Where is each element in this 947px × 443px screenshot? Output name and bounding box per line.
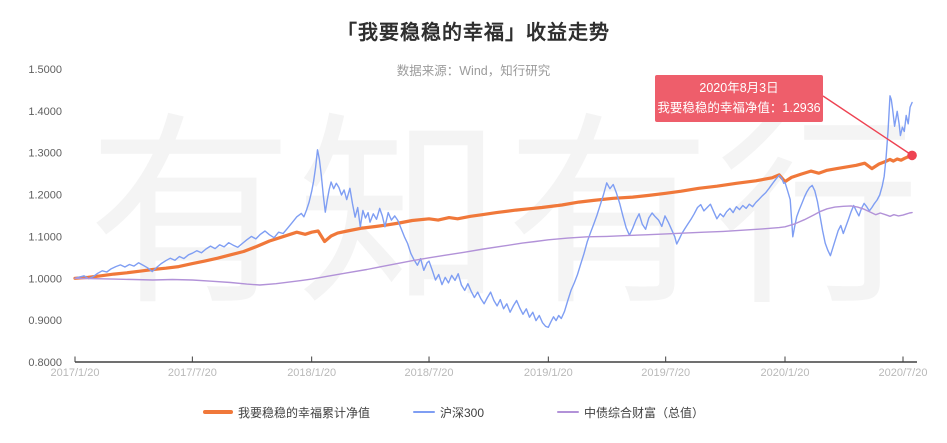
- legend-swatch-fund: [203, 410, 233, 414]
- data-source-subtitle: 数据来源：Wind，知行研究: [396, 64, 551, 78]
- legend-item-fund[interactable]: 我要稳稳的幸福累计净值: [203, 401, 370, 423]
- x-tick-label: 2019/7/20: [641, 367, 690, 379]
- legend-item-csi300[interactable]: 沪深300: [413, 401, 484, 423]
- x-tick-label: 2020/1/20: [761, 367, 810, 379]
- y-tick-label: 1.3000: [28, 148, 62, 160]
- y-tick-label: 1.5000: [28, 64, 62, 76]
- legend-swatch-csi300: [413, 411, 435, 413]
- y-tick-label: 1.0000: [28, 273, 62, 285]
- y-tick-label: 1.2000: [28, 190, 62, 202]
- legend-label-csi300: 沪深300: [440, 405, 485, 420]
- csi300-line: [74, 95, 913, 328]
- bond-index-line: [74, 205, 913, 286]
- tooltip-value: 1.2936: [782, 100, 821, 115]
- x-tick-label: 2018/1/20: [287, 367, 336, 379]
- x-tick-label: 2020/7/20: [879, 367, 928, 379]
- legend-swatch-bond-index: [557, 411, 579, 413]
- fund-nav-line: [73, 153, 914, 280]
- x-tick-label: 2017/1/20: [51, 367, 100, 379]
- chart-title: 「我要稳稳的幸福」收益走势: [337, 22, 610, 44]
- tooltip-date: 2020年8月3日: [699, 81, 779, 96]
- x-tick-label: 2017/7/20: [168, 367, 217, 379]
- marker-dot[interactable]: [907, 150, 917, 161]
- tooltip-leader-line: [822, 95, 913, 156]
- legend-item-bond-index[interactable]: 中债综合财富（总值）: [557, 401, 704, 423]
- marker-tooltip: 2020年8月3日 我要稳稳的幸福净值：1.2936: [655, 75, 823, 122]
- y-tick-label: 0.9000: [28, 315, 62, 327]
- tooltip-value-line: 我要稳稳的幸福净值：1.2936: [657, 99, 820, 118]
- x-tick-label: 2018/7/20: [405, 367, 454, 379]
- chart-legend: 我要稳稳的幸福累计净值 沪深300 中债综合财富（总值）: [0, 401, 947, 425]
- tooltip-label: 我要稳稳的幸福净值：: [657, 100, 783, 115]
- legend-label-fund: 我要稳稳的幸福累计净值: [238, 405, 371, 420]
- x-tick-label: 2019/1/20: [524, 367, 573, 379]
- legend-label-bond-index: 中债综合财富（总值）: [584, 405, 705, 420]
- y-tick-label: 1.4000: [28, 106, 62, 118]
- y-tick-label: 1.1000: [28, 231, 62, 243]
- y-tick-label: 0.8000: [28, 357, 62, 369]
